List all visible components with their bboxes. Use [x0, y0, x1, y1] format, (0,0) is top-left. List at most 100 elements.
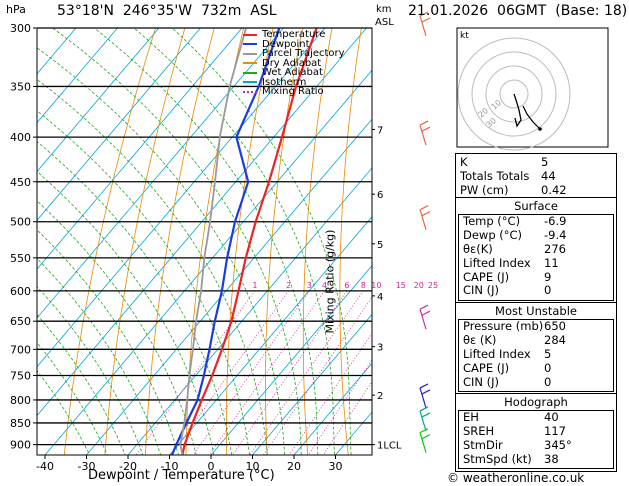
wind-barb-flag [419, 428, 429, 434]
plot-frame [36, 27, 373, 456]
altitude-tick-label: 3 [377, 343, 383, 354]
pressure-tick-label: 350 [10, 80, 31, 93]
wind-barb-flag [421, 412, 431, 418]
hodograph: kt 30 20 10 [456, 27, 609, 151]
wind-barb-flag [419, 120, 429, 126]
hpa-label: hPa [6, 3, 26, 16]
temperature-tick-label: 10 [246, 460, 260, 473]
altitude-axis: 7 6 5 4 3 2 1LCL [372, 125, 402, 452]
row-value: 0 [544, 374, 552, 389]
series-dewpoint-line [170, 28, 281, 455]
row-value: 0 [544, 283, 552, 298]
legend-label: Temperature [262, 29, 326, 40]
row-value: -9.4 [544, 227, 567, 242]
temperature-tick-label: -40 [36, 460, 54, 473]
row-key: Pressure (mb) [463, 319, 544, 333]
table-row: CIN (J) 0 [459, 284, 613, 298]
row-key: θε(K) [463, 241, 493, 256]
isotherm-line [37, 28, 326, 368]
row-key: θε (K) [463, 332, 497, 347]
row-key: CAPE (J) [463, 269, 510, 284]
table-row: StmSpd (kt) 38 [459, 452, 613, 467]
isotherm-line [86, 118, 372, 455]
table-row: StmDir 345° [459, 438, 613, 453]
legend-item: Mixing Ratio [243, 87, 345, 97]
table-row: Dewp (°C) -9.4 [459, 227, 613, 243]
table-row: Lifted Index 5 [459, 346, 613, 362]
asl-label: ASL [375, 17, 394, 28]
row-key: Temp (°C) [463, 214, 521, 228]
table-row: Pressure (mb) 650 [459, 319, 613, 334]
legend: Temperature Dewpoint Parcel Trajectory Dry … [243, 30, 345, 97]
isotherm-line [37, 28, 118, 124]
wind-barb [419, 15, 427, 37]
hodograph-ring [471, 51, 557, 137]
mixing-ratio-label: 2 [286, 281, 291, 290]
legend-item: Dewpoint [243, 38, 345, 50]
row-key: EH [463, 410, 479, 424]
wind-barb-flag [419, 11, 429, 17]
isotherm-line [293, 362, 372, 455]
dry-adiabat-line [185, 28, 245, 455]
legend-swatch [243, 43, 257, 46]
surface-title: Surface [514, 199, 558, 213]
table-row: Lifted Index 11 [459, 255, 613, 271]
profile-lines [170, 28, 318, 455]
isotherm-line [44, 69, 372, 455]
legend-label: Dry Adiabat [262, 57, 322, 69]
pressure-tick-label: 600 [10, 285, 31, 298]
legend-swatch [243, 52, 257, 55]
hodograph-ring [499, 79, 529, 109]
wet-adiabat-line [94, 28, 319, 455]
wind-barb-flag [421, 17, 431, 23]
hodograph-ring [457, 37, 571, 151]
hodograph-table-title: Hodograph [504, 395, 568, 409]
row-key: Lifted Index [463, 346, 531, 361]
row-key: Lifted Index [463, 255, 531, 270]
table-row: CIN (J) 0 [459, 374, 613, 390]
mixing-ratio-line [249, 290, 364, 455]
table-row: Temp (°C) -6.9 [459, 214, 613, 229]
legend-label: Dewpoint [262, 38, 310, 50]
x-axis-label: Dewpoint / Temperature (°C) [88, 468, 275, 483]
row-value: 0 [544, 360, 552, 375]
wind-barb-flag [421, 126, 431, 132]
storm-motion-marker [538, 127, 542, 131]
legend-swatch [243, 90, 257, 93]
altitude-tick-label: 1LCL [377, 441, 402, 452]
row-value: 40 [544, 410, 559, 424]
isotherm-line [37, 28, 243, 270]
mixing-ratio-label: 15 [396, 281, 406, 290]
mixing-ratio-line [288, 332, 372, 455]
wet-adiabat-line [37, 342, 108, 455]
row-value: 5 [544, 346, 552, 361]
hodograph-frame [456, 27, 609, 148]
row-value: 284 [544, 332, 566, 347]
legend-swatch [243, 71, 257, 74]
isotherm-line [37, 28, 201, 221]
wind-barb-flag [421, 211, 431, 217]
legend-item: Dry Adiabat [243, 57, 345, 69]
row-key: CIN (J) [463, 283, 500, 298]
table-row: PW (cm) 0.42 [456, 183, 616, 198]
wind-barb-flag [419, 205, 429, 211]
km-label: km [376, 4, 392, 15]
copyright[interactable]: © weatheronline.co.uk [447, 471, 585, 485]
row-key: Dewp (°C) [463, 227, 523, 242]
row-key: K [460, 155, 468, 169]
mixing-ratio-label: 25 [428, 281, 438, 290]
mixing-ratio-axis-label: Mixing Ratio (g/kg) [323, 229, 337, 334]
mixing-ratio-line [208, 290, 325, 455]
row-value: -6.9 [544, 214, 567, 228]
temperature-tick-label: -30 [78, 460, 96, 473]
altitude-tick-label: 6 [377, 190, 383, 201]
isotherm-line [252, 313, 372, 455]
pressure-tick-label: 550 [10, 252, 31, 265]
pressure-tick-label: 450 [10, 176, 31, 189]
mixing-ratio-label: 6 [344, 281, 349, 290]
pressure-tick-label: 700 [10, 343, 31, 356]
hodograph-panel: Hodograph EH 40 SREH 117 StmDir 345° StmSpd (k… [455, 393, 617, 472]
row-key: Totals Totals [460, 168, 530, 183]
pressure-tick-label: 500 [10, 216, 31, 229]
wet-adiabat-line [37, 110, 250, 455]
